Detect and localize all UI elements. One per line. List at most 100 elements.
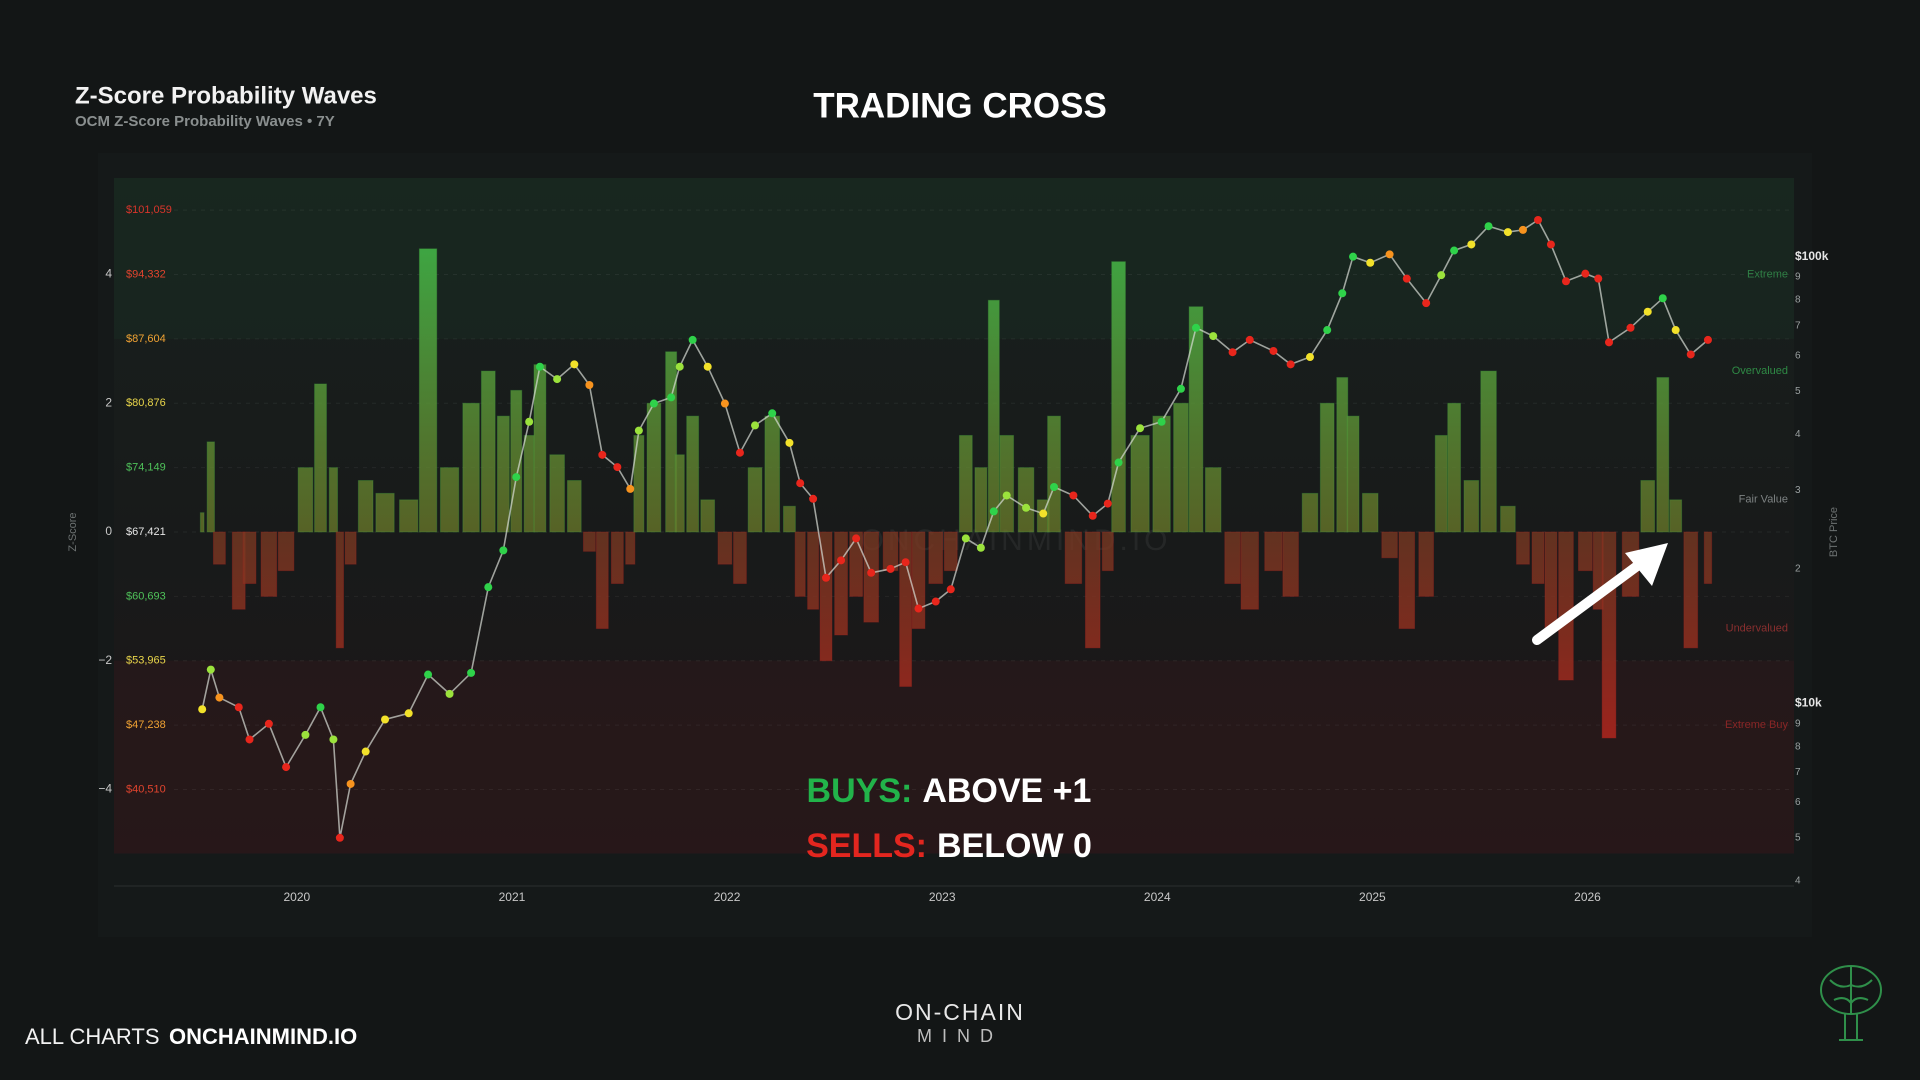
z-score-bar	[314, 383, 327, 533]
price-point	[809, 494, 818, 503]
y2-tick-label: 5	[1795, 386, 1801, 397]
price-point	[626, 484, 635, 493]
price-point	[1157, 417, 1166, 426]
z-score-bar	[610, 531, 624, 584]
price-point	[961, 534, 970, 543]
z-score-bar	[260, 531, 278, 597]
price-point	[445, 689, 454, 698]
z-score-bar	[1336, 377, 1349, 533]
zone-band	[114, 660, 1794, 854]
x-tick-label: 2022	[714, 890, 741, 904]
price-point	[634, 426, 643, 435]
z-score-bar	[375, 492, 395, 533]
price-point	[785, 438, 794, 447]
price-point	[282, 763, 291, 772]
price-level-label: $101,059	[126, 204, 172, 216]
price-point	[1594, 274, 1603, 283]
price-point	[1286, 360, 1295, 369]
price-level-label: $87,604	[126, 333, 166, 345]
footer-label: ALL CHARTS	[25, 1024, 160, 1049]
y2-tick-label: $10k	[1795, 696, 1822, 710]
price-point	[667, 393, 676, 402]
z-score-bar	[1346, 415, 1360, 533]
z-score-bar	[1531, 531, 1545, 584]
z-score-bar	[1601, 531, 1617, 739]
price-point	[703, 362, 712, 371]
z-score-bar	[943, 531, 958, 572]
arrow-shaft	[1532, 553, 1653, 645]
z-score-bar	[523, 434, 535, 533]
y-tick-label: 0	[105, 524, 112, 538]
z-score-bar	[764, 415, 781, 533]
z-score-bar	[549, 454, 565, 533]
price-point	[1402, 274, 1411, 283]
price-point	[946, 585, 955, 594]
z-score-bar	[863, 531, 879, 623]
price-point	[512, 473, 521, 482]
price-point	[1269, 346, 1278, 355]
z-score-bar	[958, 434, 973, 533]
annotation-text: BELOW 0	[937, 827, 1092, 865]
y2-tick-label: 3	[1795, 485, 1801, 496]
z-score-bar	[1703, 531, 1713, 584]
price-level-label: $47,238	[126, 719, 166, 731]
price-point	[1209, 332, 1218, 341]
price-level-label: $74,149	[126, 462, 166, 474]
price-point	[301, 730, 310, 739]
price-point	[1581, 269, 1590, 278]
z-score-bar	[1683, 531, 1699, 649]
z-score-bar	[1381, 531, 1398, 559]
price-point	[901, 558, 910, 567]
z-score-bar	[297, 467, 314, 533]
z-score-bar	[277, 531, 295, 572]
z-score-bar	[882, 531, 899, 572]
z-score-bar	[1447, 402, 1462, 533]
logo-bottom: MIND	[917, 1026, 1003, 1046]
y-tick-label: 4	[105, 267, 112, 281]
price-point	[484, 583, 493, 592]
z-score-bar	[418, 248, 438, 533]
price-point	[1518, 225, 1527, 234]
zone-label: Fair Value	[1739, 494, 1788, 506]
logo-top: ON-CHAIN	[895, 999, 1025, 1025]
z-score-bar	[462, 402, 480, 533]
y2-tick-label: 4	[1795, 876, 1801, 887]
price-point	[335, 833, 344, 842]
z-score-bar	[1047, 415, 1061, 533]
z-score-bar	[1558, 531, 1574, 681]
z-score-bar	[733, 531, 747, 584]
z-score-bar	[807, 531, 820, 610]
z-score-bar	[1301, 492, 1319, 533]
y2-tick-label: 9	[1795, 272, 1801, 283]
z-score-bar	[1224, 531, 1241, 584]
price-point	[768, 409, 777, 418]
price-point	[613, 463, 622, 472]
price-point	[316, 703, 325, 712]
price-point	[1561, 277, 1570, 286]
y-tick-label: −2	[98, 653, 112, 667]
price-point	[206, 665, 215, 674]
z-score-bar	[849, 531, 864, 597]
z-score-bar	[1111, 261, 1126, 533]
y2-tick-label: 7	[1795, 767, 1801, 778]
z-score-bar	[686, 415, 700, 533]
z-score-bar	[212, 531, 226, 565]
z-score-bar	[206, 441, 215, 533]
z-score-bar	[328, 467, 339, 533]
price-point	[822, 573, 831, 582]
z-score-bar	[1577, 531, 1593, 572]
price-point	[1467, 240, 1476, 249]
zone-label: Overvalued	[1732, 365, 1788, 377]
price-point	[570, 360, 579, 369]
price-point	[1338, 289, 1347, 298]
z-score-bar	[480, 370, 496, 533]
footer-link: ONCHAINMIND.IO	[169, 1024, 357, 1049]
z-score-bar	[1319, 402, 1335, 533]
y2-axis-title: BTC Price	[1828, 507, 1840, 557]
z-score-bar	[496, 415, 510, 533]
price-point	[1546, 240, 1555, 249]
price-point	[329, 735, 338, 744]
price-point	[1385, 250, 1394, 259]
price-point	[867, 568, 876, 577]
